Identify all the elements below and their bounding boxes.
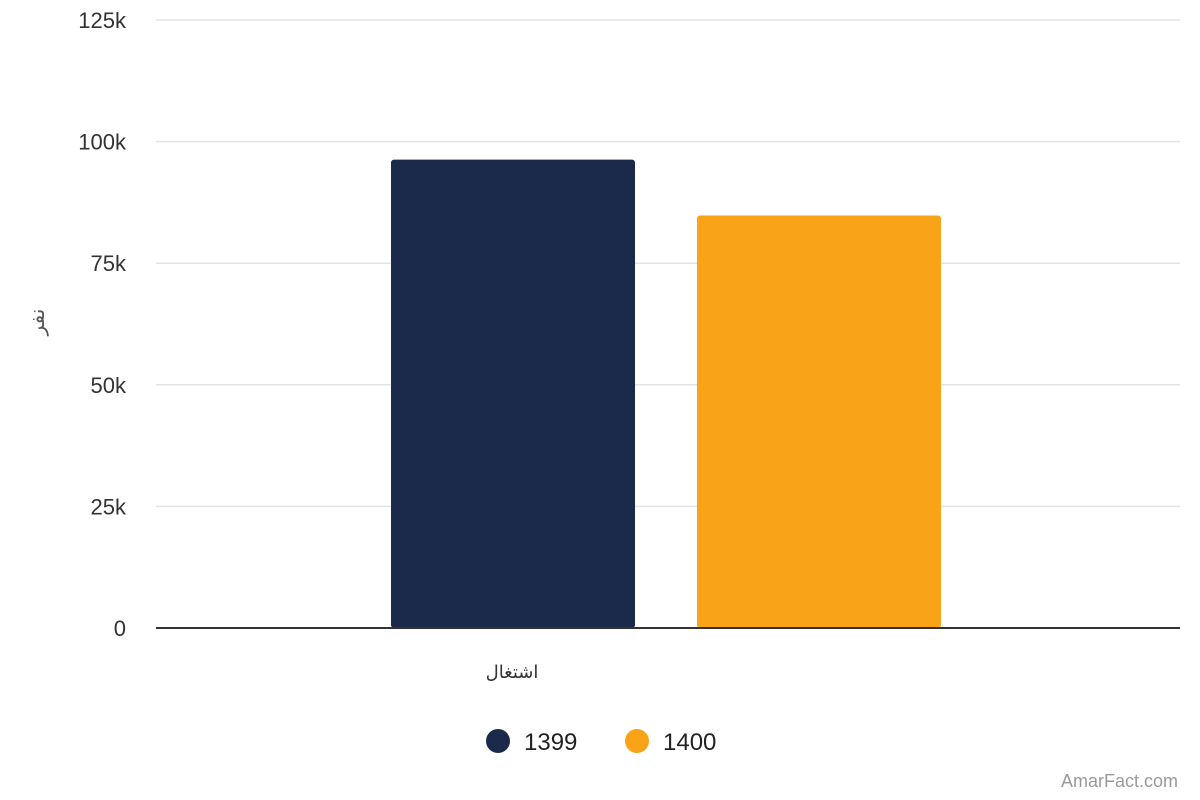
bars (391, 159, 941, 628)
legend-marker (486, 729, 510, 753)
y-tick-label: 0 (114, 616, 126, 641)
legend-label: 1399 (524, 729, 577, 756)
legend-item-1399[interactable]: 1399 (486, 729, 577, 756)
legend-item-1400[interactable]: 1400 (625, 729, 716, 756)
bar-1400[interactable] (697, 215, 941, 628)
y-tick-label: 75k (91, 251, 127, 276)
x-category-label: اشتغال (486, 662, 539, 683)
y-tick-label: 100k (78, 130, 127, 155)
y-axis-title: نفر (25, 309, 49, 337)
legend-marker (625, 729, 649, 753)
legend[interactable]: 1399 1400 (486, 729, 716, 756)
y-tick-label: 50k (91, 373, 127, 398)
y-tick-label: 125k (78, 8, 127, 33)
x-axis-labels: اشتغال (486, 662, 539, 683)
watermark: AmarFact.com (1060, 771, 1178, 791)
y-axis-ticks: 0 25k 50k 75k 100k 125k (78, 8, 127, 641)
y-tick-label: 25k (91, 494, 127, 519)
legend-label: 1400 (663, 729, 716, 756)
gridlines (156, 19, 1180, 508)
bar-1399[interactable] (391, 159, 635, 628)
